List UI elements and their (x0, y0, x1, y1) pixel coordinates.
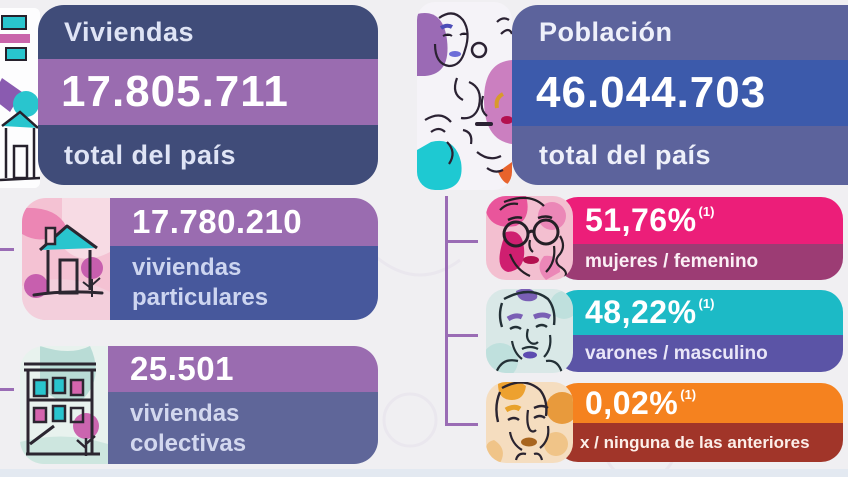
poblacion-title: Población (539, 17, 673, 47)
varones-label: varones / masculino (556, 335, 843, 372)
viviendas-total-caption: total del país (64, 139, 237, 170)
viviendas-summary-card: Viviendas 17.805.711 total del país (38, 5, 378, 185)
viviendas-total-value: 17.805.711 (38, 59, 378, 125)
woman-glasses-illustration (486, 196, 573, 280)
varones-stat-card: 48,22% (1) varones / masculino (556, 290, 843, 372)
mujeres-stat-card: 51,76% (1) mujeres / femenino (556, 197, 843, 280)
connector-branch-ninguna (445, 423, 478, 426)
man-face-illustration (486, 289, 573, 373)
viviendas-title: Viviendas (64, 16, 195, 47)
connector-branch-mujeres (445, 240, 478, 243)
house-illustration (22, 198, 110, 320)
mujeres-label: mujeres / femenino (556, 244, 843, 280)
colectivas-label: viviendas colectivas (108, 392, 378, 464)
houses-illustration (0, 8, 40, 188)
connector-branch-varones (445, 334, 478, 337)
poblacion-total-caption: total del país (539, 140, 712, 170)
footnote-marker: (1) (680, 386, 697, 402)
connector-vertical-line (445, 196, 448, 426)
building-illustration (20, 346, 108, 464)
varones-percentage: 48,22% (1) (556, 290, 843, 335)
footnote-marker: (1) (698, 204, 715, 219)
mujeres-percentage: 51,76% (1) (556, 197, 843, 244)
person-face-illustration (486, 382, 573, 463)
particulares-value: 17.780.210 (110, 198, 378, 246)
viviendas-colectivas-card: 25.501 viviendas colectivas (20, 346, 378, 464)
bottom-edge-strip (0, 469, 848, 477)
people-faces-illustration (417, 2, 512, 190)
poblacion-total-value: 46.044.703 (512, 60, 848, 126)
footnote-marker: (1) (698, 296, 715, 311)
ninguna-percentage: 0,02% (1) (556, 383, 843, 423)
connector-stub-particulares (0, 248, 14, 251)
connector-stub-colectivas (0, 388, 14, 391)
colectivas-value: 25.501 (108, 346, 378, 392)
poblacion-summary-card: Población 46.044.703 total del país (512, 5, 848, 185)
ninguna-label: x / ninguna de las anteriores (556, 423, 843, 462)
ninguna-stat-card: 0,02% (1) x / ninguna de las anteriores (556, 383, 843, 462)
viviendas-particulares-card: 17.780.210 viviendas particulares (22, 198, 378, 320)
particulares-label: viviendas particulares (110, 246, 378, 320)
